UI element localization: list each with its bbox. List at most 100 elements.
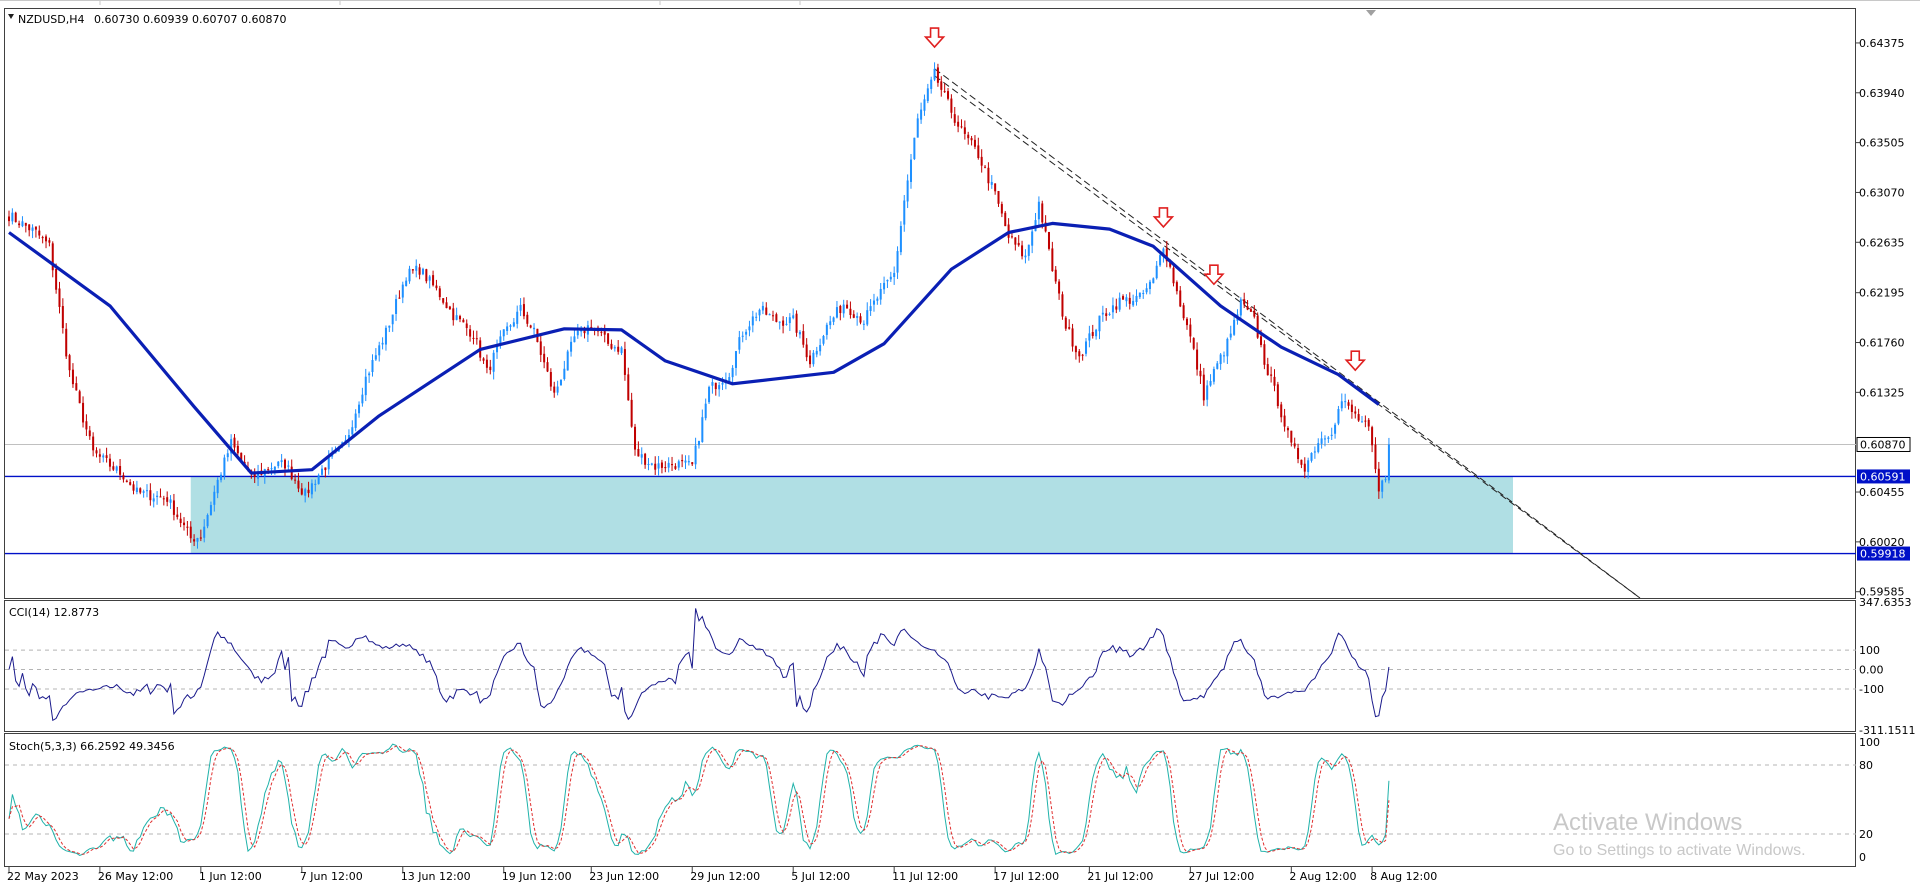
candle-body <box>1337 409 1340 424</box>
candle-body <box>748 326 751 331</box>
moving-average-line <box>8 221 1380 475</box>
candle-body <box>947 91 950 99</box>
candle-body <box>307 489 310 494</box>
candle-body <box>287 465 290 467</box>
candle-body <box>472 337 475 339</box>
candle-body <box>45 236 48 242</box>
candle-body <box>455 315 458 320</box>
chart-shift-marker[interactable] <box>1366 10 1376 16</box>
stoch-signal-line <box>8 745 1390 855</box>
candle-body <box>1384 479 1387 481</box>
candle-body <box>267 469 270 471</box>
candle-body <box>566 351 569 371</box>
candle-body <box>1367 419 1370 427</box>
candle-body <box>1017 242 1020 246</box>
candle-body <box>684 460 687 463</box>
candle-body <box>415 265 418 271</box>
candle-body <box>213 491 216 505</box>
candle-body <box>1239 299 1242 316</box>
candle-body <box>193 539 196 542</box>
candle-body <box>906 180 909 202</box>
candle-body <box>1111 305 1114 313</box>
candle-body <box>294 479 297 481</box>
down-arrow-icon <box>923 27 946 49</box>
candle-body <box>1088 333 1091 341</box>
candle-body <box>1125 297 1128 302</box>
time-tick-label: 23 Jun 12:00 <box>589 870 659 883</box>
candle-body <box>1222 355 1226 357</box>
candle-body <box>984 166 987 168</box>
candle-body <box>203 526 206 538</box>
candle-body <box>856 316 859 318</box>
cci-panel[interactable]: 347.6353 100 0.00 -100 -311.1511 <box>5 596 1915 737</box>
candle-body <box>553 386 556 393</box>
candle-body <box>1118 297 1121 310</box>
candle-body <box>1027 244 1030 256</box>
candle-body <box>691 462 694 465</box>
candle-body <box>876 298 879 301</box>
candle-body <box>28 224 31 231</box>
candle-body <box>862 323 865 325</box>
candle-body <box>681 460 684 462</box>
candle-body <box>425 269 428 282</box>
candle-body <box>1229 333 1232 338</box>
candle-body <box>819 345 822 352</box>
candle-body <box>1014 237 1017 245</box>
candle-body <box>1155 265 1158 279</box>
candle-body <box>469 329 472 337</box>
candle-body <box>583 329 586 334</box>
candle-body <box>374 355 377 360</box>
candle-body <box>304 489 307 496</box>
candle-body <box>496 345 499 353</box>
candle-body <box>391 314 394 325</box>
candle-body <box>1212 368 1215 382</box>
candle-body <box>381 342 384 345</box>
candle-body <box>384 327 387 345</box>
candle-body <box>206 515 209 527</box>
candle-body <box>704 403 707 419</box>
candle-body <box>273 466 276 470</box>
candle-body <box>563 368 566 380</box>
stoch-tick-label: 20 <box>1859 828 1873 841</box>
candle-body <box>216 479 219 494</box>
candle-body <box>152 498 155 502</box>
price-tick-label: 0.59585 <box>1859 586 1905 599</box>
candle-body <box>674 466 677 469</box>
candle-body <box>1000 204 1003 214</box>
candle-body <box>1031 231 1034 246</box>
candle-body <box>734 351 737 368</box>
candle-body <box>647 463 650 465</box>
candle-body <box>1162 248 1165 257</box>
price-panel[interactable] <box>5 27 1856 599</box>
candle-body <box>135 487 138 493</box>
candle-body <box>694 445 697 465</box>
candle-body <box>432 275 435 286</box>
stochastic-panel[interactable]: 100 80 20 0 <box>5 736 1880 864</box>
candle-body <box>519 304 522 311</box>
candle-body <box>108 458 111 467</box>
candle-body <box>317 475 320 485</box>
candle-body <box>805 344 808 358</box>
support-price-box <box>1857 546 1910 561</box>
time-tick-label: 21 Jul 12:00 <box>1087 870 1153 883</box>
candle-body <box>435 285 438 289</box>
candle-body <box>1179 290 1182 307</box>
cci-header: CCI(14) 12.8773 <box>9 606 99 619</box>
candle-body <box>85 421 88 430</box>
candle-body <box>253 473 256 477</box>
candle-body <box>644 453 647 465</box>
candle-body <box>48 240 51 243</box>
candle-body <box>812 352 815 365</box>
window-menu-triangle-icon[interactable] <box>8 14 14 19</box>
candle-body <box>492 352 495 372</box>
candle-body <box>31 227 34 231</box>
candle-body <box>825 324 828 335</box>
current-price-box <box>1856 436 1911 452</box>
cci-tick-label: 100 <box>1859 644 1880 657</box>
candle-body <box>967 134 970 139</box>
candle-body <box>1377 468 1380 492</box>
candle-body <box>1381 480 1384 492</box>
candle-body <box>411 269 414 271</box>
candle-body <box>909 159 913 182</box>
